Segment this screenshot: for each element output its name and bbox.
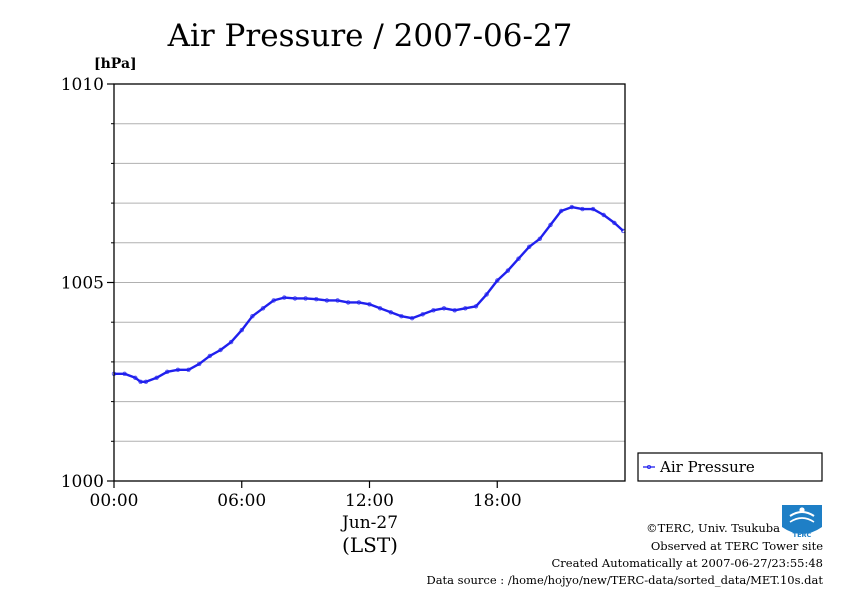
data-point — [250, 314, 255, 319]
data-point — [580, 206, 585, 212]
data-point — [527, 244, 532, 249]
data-point — [164, 369, 170, 374]
x-tick-labels: 00:00 06:00 12:00 18:00 — [90, 491, 522, 511]
data-point — [346, 300, 351, 305]
data-point — [186, 367, 191, 372]
data-point — [175, 367, 181, 372]
series-layer — [111, 204, 626, 384]
data-point — [154, 375, 159, 380]
legend-label: Air Pressure — [659, 458, 755, 476]
x-tick-label: 00:00 — [90, 491, 139, 511]
data-point — [377, 306, 383, 311]
y-tick-label: 1000 — [61, 472, 104, 492]
data-point — [388, 310, 393, 315]
data-point — [473, 304, 479, 309]
data-point — [399, 314, 404, 319]
data-point — [292, 296, 298, 301]
copyright-text: ©TERC, Univ. Tsukuba — [646, 521, 780, 535]
data-point — [303, 296, 308, 301]
grid-lines — [114, 123, 625, 442]
legend-marker — [647, 464, 652, 469]
data-point — [122, 371, 127, 376]
data-point — [335, 298, 340, 303]
data-point — [314, 297, 319, 302]
data-point — [463, 306, 468, 311]
observed-text: Observed at TERC Tower site — [651, 539, 823, 553]
y-tick-label: 1010 — [61, 75, 104, 95]
logo-wave-icon — [789, 517, 815, 523]
data-point — [495, 278, 500, 283]
data-point — [218, 347, 223, 353]
data-point — [537, 236, 542, 241]
data-point — [484, 292, 489, 297]
y-tick-labels: 1000 1005 1010 — [61, 75, 104, 492]
logo-text: TERC — [793, 531, 812, 539]
tick-marks — [107, 83, 498, 488]
data-point — [367, 302, 372, 307]
created-text: Created Automatically at 2007-06-27/23:5… — [552, 556, 824, 570]
data-point — [228, 339, 234, 345]
data-point — [420, 312, 425, 317]
data-point — [601, 212, 606, 218]
source-text: Data source : /home/hojyo/new/TERC-data/… — [426, 573, 823, 587]
data-point — [324, 298, 330, 303]
data-point — [505, 268, 511, 273]
series-line — [114, 205, 625, 383]
data-point — [548, 222, 553, 228]
y-axis-unit: [hPa] — [94, 56, 137, 72]
legend-box — [637, 452, 823, 482]
data-point — [612, 220, 617, 226]
data-point — [356, 300, 362, 305]
legend: Air Pressure — [637, 452, 823, 482]
data-point — [569, 204, 574, 210]
logo-icon — [782, 505, 822, 534]
data-point — [133, 375, 138, 380]
data-point — [409, 316, 415, 321]
data-point — [558, 208, 564, 214]
data-point — [441, 306, 447, 311]
data-point — [590, 206, 596, 212]
x-date-label: Jun-27 — [340, 513, 398, 533]
terc-logo: TERC — [782, 505, 822, 539]
x-axis-label: (LST) — [342, 533, 398, 557]
data-point — [282, 295, 287, 300]
data-point — [516, 256, 521, 261]
x-tick-label: 18:00 — [473, 491, 522, 511]
data-point — [271, 298, 276, 303]
data-point — [260, 306, 266, 311]
data-point — [138, 379, 143, 384]
data-point — [452, 308, 457, 313]
data-point — [207, 353, 212, 359]
data-point — [431, 308, 436, 313]
chart-title: Air Pressure / 2007-06-27 — [167, 18, 573, 54]
x-tick-label: 06:00 — [217, 491, 266, 511]
data-point — [143, 379, 149, 384]
x-tick-label: 12:00 — [345, 491, 394, 511]
logo-drop-icon — [799, 507, 805, 513]
y-tick-label: 1005 — [61, 274, 104, 294]
data-point — [239, 327, 244, 333]
data-point — [196, 361, 202, 367]
